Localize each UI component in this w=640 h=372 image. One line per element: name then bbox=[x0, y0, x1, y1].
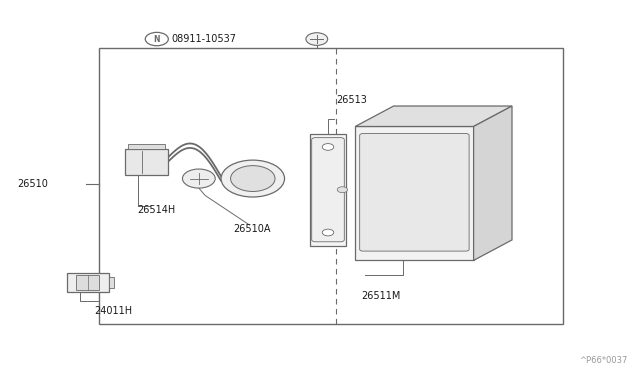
Text: 26510A: 26510A bbox=[234, 224, 271, 234]
Circle shape bbox=[323, 229, 334, 236]
Bar bbox=[67, 273, 109, 292]
Circle shape bbox=[337, 187, 348, 193]
Bar bbox=[109, 277, 114, 288]
Text: 26514H: 26514H bbox=[138, 205, 176, 215]
FancyBboxPatch shape bbox=[360, 134, 469, 251]
Text: ^P66*0037: ^P66*0037 bbox=[579, 356, 627, 365]
Text: N: N bbox=[154, 35, 160, 44]
Bar bbox=[355, 126, 474, 260]
Bar bbox=[310, 134, 346, 246]
Bar bbox=[76, 275, 99, 290]
Polygon shape bbox=[355, 106, 512, 126]
Text: 26513: 26513 bbox=[336, 96, 367, 105]
Text: 26511M: 26511M bbox=[362, 291, 401, 301]
Bar bbox=[125, 149, 168, 175]
Bar bbox=[363, 135, 466, 249]
Bar bbox=[128, 144, 165, 149]
Circle shape bbox=[323, 144, 334, 150]
Text: 24011H: 24011H bbox=[95, 306, 133, 315]
Text: 08911-10537: 08911-10537 bbox=[172, 34, 237, 44]
Text: 26510: 26510 bbox=[17, 179, 48, 189]
Circle shape bbox=[182, 169, 215, 188]
Circle shape bbox=[145, 32, 168, 46]
FancyBboxPatch shape bbox=[312, 138, 344, 242]
Circle shape bbox=[230, 166, 275, 192]
Circle shape bbox=[306, 33, 328, 45]
Bar bbox=[99, 48, 563, 324]
Polygon shape bbox=[474, 106, 512, 260]
Circle shape bbox=[221, 160, 285, 197]
